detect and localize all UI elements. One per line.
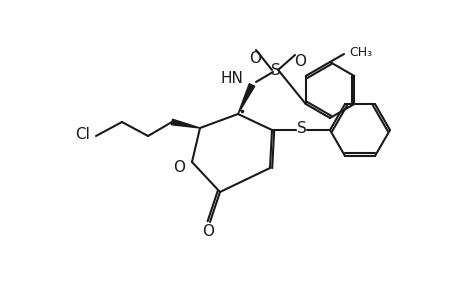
Text: O: O (248, 50, 260, 65)
Text: CH₃: CH₃ (348, 46, 371, 59)
Text: Cl: Cl (75, 127, 90, 142)
Text: HN: HN (220, 70, 242, 86)
Text: O: O (293, 53, 305, 68)
Polygon shape (237, 84, 254, 114)
Text: S: S (270, 62, 280, 77)
Text: O: O (202, 224, 213, 238)
Polygon shape (171, 119, 200, 128)
Text: S: S (297, 121, 306, 136)
Text: O: O (173, 160, 185, 175)
